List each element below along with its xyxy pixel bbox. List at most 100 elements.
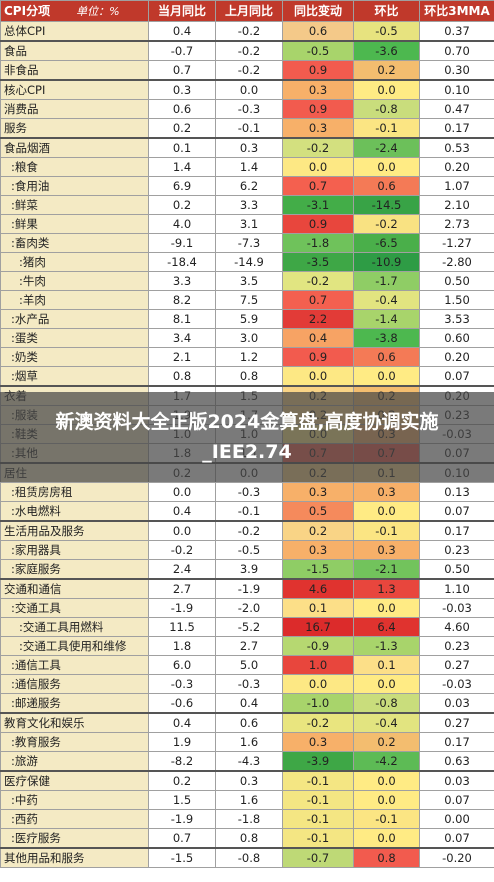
cell-prev-yoy: -0.3 bbox=[215, 674, 283, 694]
table-row: 非食品 0.7 -0.2 0.9 0.2 0.30 bbox=[0, 60, 494, 81]
cell-mom-3mma: 0.03 bbox=[419, 770, 494, 791]
cell-yoy-change: 0.9 bbox=[282, 60, 354, 81]
cell-mom-3mma: 3.53 bbox=[419, 309, 494, 329]
cell-mom: -3.6 bbox=[353, 40, 420, 61]
table-row: 交通和通信 2.7 -1.9 4.6 1.3 1.10 bbox=[0, 578, 494, 599]
row-label: :食用油 bbox=[0, 176, 149, 196]
table-row: :旅游 -8.2 -4.3 -3.9 -4.2 0.63 bbox=[0, 751, 494, 772]
cell-mom: 0.0 bbox=[353, 828, 420, 849]
cell-yoy: 2.7 bbox=[148, 578, 216, 599]
cell-prev-yoy: -0.3 bbox=[215, 482, 283, 502]
cell-mom-3mma: 0.27 bbox=[419, 712, 494, 733]
cell-mom-3mma: 0.47 bbox=[419, 99, 494, 119]
watermark-banner: 新澳资料大全正版2024金算盘,高度协调实施_IEE2.74 bbox=[0, 392, 494, 482]
cell-yoy: -18.4 bbox=[148, 252, 216, 272]
row-label: 核心CPI bbox=[0, 79, 149, 100]
table-row: :交通工具使用和维修 1.8 2.7 -0.9 -1.3 0.23 bbox=[0, 636, 494, 656]
cell-prev-yoy: -0.5 bbox=[215, 540, 283, 560]
cell-mom: -0.4 bbox=[353, 712, 420, 733]
cell-mom-3mma: -0.20 bbox=[419, 847, 494, 868]
cell-yoy: 0.8 bbox=[148, 366, 216, 387]
table-row: :蛋类 3.4 3.0 0.4 -3.8 0.60 bbox=[0, 328, 494, 348]
table-row: :中药 1.5 1.6 -0.1 0.0 0.07 bbox=[0, 790, 494, 810]
cell-prev-yoy: -14.9 bbox=[215, 252, 283, 272]
cell-prev-yoy: 2.7 bbox=[215, 636, 283, 656]
cell-yoy: 3.3 bbox=[148, 271, 216, 291]
cell-yoy: 4.0 bbox=[148, 214, 216, 234]
row-label: :猪肉 bbox=[0, 252, 149, 272]
table-row: :交通工具 -1.9 -2.0 0.1 0.0 -0.03 bbox=[0, 598, 494, 618]
cell-mom-3mma: 0.27 bbox=[419, 655, 494, 675]
cell-yoy: -0.6 bbox=[148, 693, 216, 714]
cell-yoy-change: 0.3 bbox=[282, 732, 354, 752]
row-label: 总体CPI bbox=[0, 21, 149, 42]
cell-yoy-change: -1.8 bbox=[282, 233, 354, 253]
table-row: 服务 0.2 -0.1 0.3 -0.1 0.17 bbox=[0, 118, 494, 139]
cell-yoy-change: 0.5 bbox=[282, 501, 354, 522]
cell-prev-yoy: 0.3 bbox=[215, 770, 283, 791]
cell-prev-yoy: 3.5 bbox=[215, 271, 283, 291]
header-title: CPI分项 单位：% bbox=[0, 0, 149, 22]
cell-mom: -0.4 bbox=[353, 290, 420, 310]
row-label: :通信服务 bbox=[0, 674, 149, 694]
cell-mom-3mma: 0.70 bbox=[419, 40, 494, 61]
cell-yoy-change: 0.4 bbox=[282, 328, 354, 348]
table-row: 教育文化和娱乐 0.4 0.6 -0.2 -0.4 0.27 bbox=[0, 712, 494, 733]
table-row: :食用油 6.9 6.2 0.7 0.6 1.07 bbox=[0, 176, 494, 196]
cell-prev-yoy: 1.2 bbox=[215, 347, 283, 367]
cell-mom-3mma: 0.20 bbox=[419, 157, 494, 177]
cell-yoy: 2.1 bbox=[148, 347, 216, 367]
table-row: :通信工具 6.0 5.0 1.0 0.1 0.27 bbox=[0, 655, 494, 675]
cell-prev-yoy: 3.9 bbox=[215, 559, 283, 580]
table-row: 其他用品和服务 -1.5 -0.8 -0.7 0.8 -0.20 bbox=[0, 847, 494, 868]
cell-mom: 6.4 bbox=[353, 617, 420, 637]
cell-yoy-change: -3.1 bbox=[282, 195, 354, 215]
cell-yoy-change: -1.0 bbox=[282, 693, 354, 714]
cell-mom: 0.8 bbox=[353, 847, 420, 868]
cell-mom: 0.3 bbox=[353, 482, 420, 502]
cell-yoy-change: 0.3 bbox=[282, 482, 354, 502]
table-row: 食品烟酒 0.1 0.3 -0.2 -2.4 0.53 bbox=[0, 137, 494, 158]
cell-prev-yoy: 1.6 bbox=[215, 732, 283, 752]
cell-prev-yoy: -0.2 bbox=[215, 520, 283, 541]
cell-mom-3mma: 0.63 bbox=[419, 751, 494, 772]
cell-mom-3mma: 0.30 bbox=[419, 60, 494, 81]
cell-prev-yoy: 5.9 bbox=[215, 309, 283, 329]
cell-mom: 0.0 bbox=[353, 674, 420, 694]
cell-mom: -0.8 bbox=[353, 99, 420, 119]
cell-mom: -0.1 bbox=[353, 118, 420, 139]
cell-prev-yoy: -5.2 bbox=[215, 617, 283, 637]
row-label: :交通工具 bbox=[0, 598, 149, 618]
row-label: :鲜菜 bbox=[0, 195, 149, 215]
cell-yoy-change: -0.2 bbox=[282, 271, 354, 291]
row-label: 消费品 bbox=[0, 99, 149, 119]
cell-yoy-change: 0.1 bbox=[282, 598, 354, 618]
cell-mom-3mma: 2.73 bbox=[419, 214, 494, 234]
cell-yoy: 0.2 bbox=[148, 770, 216, 791]
cell-yoy: 0.1 bbox=[148, 137, 216, 158]
row-label: 生活用品及服务 bbox=[0, 520, 149, 541]
cell-mom: 0.1 bbox=[353, 655, 420, 675]
cell-yoy-change: -0.1 bbox=[282, 790, 354, 810]
table-row: 消费品 0.6 -0.3 0.9 -0.8 0.47 bbox=[0, 99, 494, 119]
cell-yoy-change: -0.5 bbox=[282, 40, 354, 61]
cell-yoy-change: 0.0 bbox=[282, 157, 354, 177]
cell-prev-yoy: 3.1 bbox=[215, 214, 283, 234]
table-row: :猪肉 -18.4 -14.9 -3.5 -10.9 -2.80 bbox=[0, 252, 494, 272]
cell-yoy: 11.5 bbox=[148, 617, 216, 637]
table-row: :烟草 0.8 0.8 0.0 0.0 0.07 bbox=[0, 366, 494, 387]
row-label: :邮递服务 bbox=[0, 693, 149, 714]
table-row: 生活用品及服务 0.0 -0.2 0.2 -0.1 0.17 bbox=[0, 520, 494, 541]
cell-prev-yoy: 0.8 bbox=[215, 366, 283, 387]
cell-yoy: 6.0 bbox=[148, 655, 216, 675]
table-row: :水产品 8.1 5.9 2.2 -1.4 3.53 bbox=[0, 309, 494, 329]
table-row: :鲜菜 0.2 3.3 -3.1 -14.5 2.10 bbox=[0, 195, 494, 215]
cell-prev-yoy: -1.9 bbox=[215, 578, 283, 599]
cell-mom-3mma: 0.53 bbox=[419, 137, 494, 158]
cell-mom: 0.2 bbox=[353, 60, 420, 81]
cell-prev-yoy: 0.4 bbox=[215, 693, 283, 714]
cell-yoy: -8.2 bbox=[148, 751, 216, 772]
cell-yoy-change: -0.1 bbox=[282, 809, 354, 829]
cell-mom-3mma: 0.37 bbox=[419, 21, 494, 42]
